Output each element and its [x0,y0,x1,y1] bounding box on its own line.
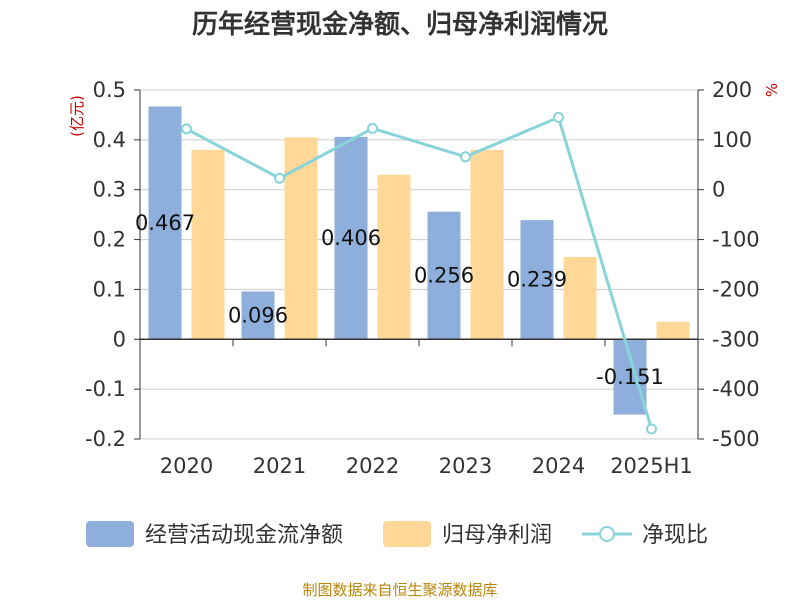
net-profit-bar [377,174,411,340]
axes-layer: 0.5 0.4 0.3 0.2 0.1 0 -0.1 -0.2 200 100 0 -100 -200 -… [68,78,781,478]
cash-flow-data-label: 0.096 [228,303,288,327]
net-cash-ratio-point [181,123,192,135]
net-profit-bar [470,149,504,340]
legend-swatch-point [599,526,615,542]
cash-flow-data-label: -0.151 [596,365,664,389]
y-left-unit: (亿元) [68,95,86,137]
y-left-tick-label: -0.2 [85,427,126,451]
chart-title: 历年经营现金净额、归母净利润情况 [192,9,608,40]
cash-flow-data-label: 0.467 [135,211,195,235]
net-cash-ratio-point [553,111,564,123]
x-tick-label: 2025H1 [610,454,693,478]
cash-flow-bar [520,220,554,340]
legend-swatch-net-profit [383,521,431,547]
legend-label-net-cash-ratio: 净现比 [642,523,708,548]
legend-label-net-profit: 归母净利润 [442,523,552,548]
x-tick-label: 2022 [346,454,399,478]
y-left-tick-label: 0.4 [93,128,126,152]
x-tick-label: 2023 [439,454,492,478]
net-profit-bar [191,149,225,340]
cash-flow-data-label: 0.239 [507,268,567,292]
line-layer [181,111,657,435]
net-cash-ratio-line [185,115,653,430]
y-right-unit: % [763,83,781,97]
y-right-tick-label: 0 [712,178,725,202]
x-tick-label: 2024 [532,454,585,478]
data-labels-layer: 0.467 0.096 0.406 0.256 0.239 -0.151 [135,211,664,389]
cash-flow-data-label: 0.406 [321,226,381,250]
cash-flow-bar [148,106,182,340]
y-right-tick-label: -400 [712,377,760,401]
y-left-tick-label: 0 [113,327,126,351]
cash-flow-bar [241,291,275,340]
y-left-tick-label: -0.1 [85,377,126,401]
source-note: 制图数据来自恒生聚源数据库 [302,581,497,599]
y-left-tick-label: 0.5 [93,78,126,102]
legend-swatch-cash-flow [86,521,134,547]
net-cash-ratio-point [274,172,285,184]
net-cash-ratio-point [367,122,378,134]
y-left-tick-label: 0.2 [93,228,126,252]
y-right-tick-label: -500 [712,427,760,451]
cash-flow-bar [427,211,461,340]
net-cash-ratio-point [460,151,471,163]
x-tick-label: 2021 [253,454,306,478]
net-profit-bar [563,257,597,340]
y-left-tick-label: 0.1 [93,277,126,301]
y-right-tick-label: 200 [712,78,752,102]
grid-lines [140,89,698,440]
legend-label-cash-flow: 经营活动现金流净额 [145,523,343,548]
y-right-tick-label: -300 [712,327,760,351]
cash-flow-bar [334,136,368,340]
net-cash-ratio-point [646,423,657,435]
y-left-tick-label: 0.3 [93,178,126,202]
bars-layer [148,106,690,415]
y-right-tick-label: -200 [712,277,760,301]
legend: 经营活动现金流净额 归母净利润 净现比 [86,521,708,548]
y-right-tick-label: -100 [712,228,760,252]
x-tick-label: 2020 [160,454,213,478]
net-profit-bar [656,321,690,340]
y-right-tick-label: 100 [712,128,752,152]
cash-flow-data-label: 0.256 [414,263,474,287]
